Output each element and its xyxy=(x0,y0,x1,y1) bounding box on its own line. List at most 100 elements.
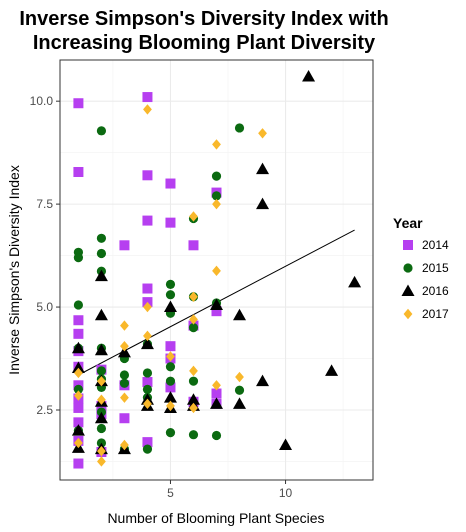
data-point-2015 xyxy=(234,123,245,133)
data-point-2017 xyxy=(212,198,221,210)
y-axis-title: Inverse Simpson's Diversity Index xyxy=(6,165,22,375)
legend-label-2015: 2015 xyxy=(422,261,449,275)
data-point-2016 xyxy=(94,308,108,321)
data-point-2017 xyxy=(235,371,244,383)
data-point-2017 xyxy=(189,211,198,222)
chart-title-line-1: Inverse Simpson's Diversity Index with xyxy=(19,8,388,30)
data-point-2014 xyxy=(188,240,199,251)
data-point-2015 xyxy=(96,233,107,243)
data-point-2015 xyxy=(96,126,107,136)
data-point-2014 xyxy=(119,240,130,251)
data-point-2016 xyxy=(210,298,223,310)
data-point-2017 xyxy=(120,340,129,352)
data-point-2015 xyxy=(188,376,199,386)
data-point-2015 xyxy=(119,370,130,380)
data-point-2014 xyxy=(73,402,84,413)
data-point-2016 xyxy=(325,364,339,376)
data-point-2014 xyxy=(211,388,222,399)
data-point-2017 xyxy=(143,330,152,342)
data-point-2016 xyxy=(71,424,85,436)
data-point-2015 xyxy=(96,423,107,434)
data-point-2014 xyxy=(165,341,176,352)
data-point-2016 xyxy=(186,393,200,405)
legend-key-2014 xyxy=(403,240,413,250)
data-point-2016 xyxy=(94,411,108,424)
data-point-2017 xyxy=(97,456,106,467)
data-point-2017 xyxy=(189,365,198,377)
legend-key-2015 xyxy=(403,263,413,273)
data-point-2014 xyxy=(142,215,153,226)
data-point-2016 xyxy=(94,269,108,282)
x-axis-title: Number of Blooming Plant Species xyxy=(107,510,324,526)
data-point-2015 xyxy=(142,444,153,454)
data-point-2015 xyxy=(73,300,84,310)
data-point-2015 xyxy=(96,366,107,376)
data-point-2015 xyxy=(73,384,84,395)
data-point-2015 xyxy=(165,376,176,386)
plot-border xyxy=(59,59,374,481)
data-point-2017 xyxy=(74,367,83,379)
legend-label-2014: 2014 xyxy=(422,238,449,252)
data-point-2016 xyxy=(163,300,177,313)
data-point-2014 xyxy=(142,377,153,387)
data-point-2017 xyxy=(97,375,106,387)
data-point-2015 xyxy=(142,384,153,395)
data-point-2016 xyxy=(94,343,108,356)
data-point-2017 xyxy=(74,390,83,401)
chart-title-line-2: Increasing Blooming Plant Diversity xyxy=(33,32,376,54)
data-point-2014 xyxy=(119,413,130,424)
legend: Year 2014 2015 2016 2017 xyxy=(393,215,449,321)
data-point-2015 xyxy=(142,368,153,378)
data-point-2015 xyxy=(96,248,107,259)
data-point-2017 xyxy=(189,402,198,414)
data-point-2016 xyxy=(163,391,177,403)
data-point-2014 xyxy=(142,170,153,181)
data-point-2014 xyxy=(142,283,153,294)
data-point-2017 xyxy=(97,394,106,405)
data-point-2014 xyxy=(142,437,153,448)
data-point-2017 xyxy=(212,380,221,391)
data-point-2014 xyxy=(211,306,222,317)
data-point-2014 xyxy=(73,328,84,339)
data-point-2016 xyxy=(279,438,293,450)
legend-title: Year xyxy=(393,215,423,231)
data-point-2016 xyxy=(256,162,270,175)
x-tick-label: 5 xyxy=(167,486,174,500)
data-point-2017 xyxy=(166,400,175,412)
data-points xyxy=(71,69,362,469)
data-point-2014 xyxy=(165,178,176,189)
data-point-2016 xyxy=(256,197,270,210)
data-point-2015 xyxy=(165,428,176,438)
data-point-2014 xyxy=(73,167,84,177)
legend-key-2016 xyxy=(401,284,415,296)
data-point-2017 xyxy=(166,351,175,362)
data-point-2016 xyxy=(210,397,223,409)
data-point-2014 xyxy=(165,217,176,228)
data-point-2017 xyxy=(258,128,267,139)
x-tick-label: 10 xyxy=(279,486,293,500)
data-point-2017 xyxy=(212,139,221,150)
legend-key-2017 xyxy=(403,308,413,320)
data-point-2017 xyxy=(143,398,152,410)
data-point-2016 xyxy=(233,397,247,409)
data-point-2017 xyxy=(120,439,129,451)
data-point-2015 xyxy=(188,430,199,440)
data-point-2014 xyxy=(73,458,84,469)
data-point-2015 xyxy=(165,290,176,300)
data-point-2016 xyxy=(348,275,362,288)
data-point-2015 xyxy=(211,171,222,181)
data-point-2016 xyxy=(256,374,270,387)
y-tick-label: 10.0 xyxy=(30,94,54,108)
data-point-2017 xyxy=(143,301,152,313)
data-point-2017 xyxy=(143,104,152,115)
data-point-2014 xyxy=(73,98,84,109)
data-point-2016 xyxy=(71,361,85,373)
y-tick-label: 7.5 xyxy=(36,197,53,211)
data-point-2014 xyxy=(73,417,84,428)
data-point-2014 xyxy=(142,92,153,103)
data-point-2016 xyxy=(233,308,247,321)
data-point-2015 xyxy=(211,191,222,201)
data-point-2014 xyxy=(73,315,84,326)
data-point-2017 xyxy=(212,265,221,277)
